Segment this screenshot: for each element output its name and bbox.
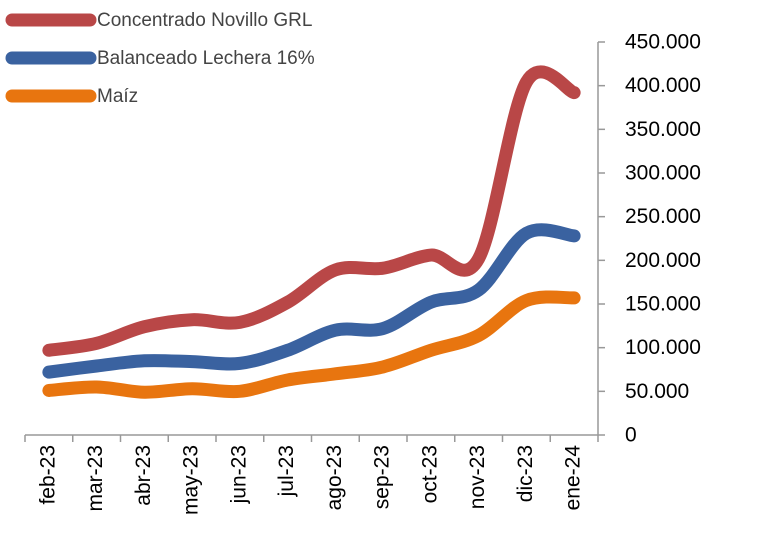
y-tick-label: 50.000	[625, 380, 689, 403]
y-tick-label: 350.000	[625, 118, 701, 141]
series-line	[42, 65, 581, 357]
legend-label: Maíz	[97, 86, 138, 107]
legend-label: Concentrado Novillo GRL	[97, 10, 312, 31]
x-tick-label: mar-23	[84, 445, 107, 512]
x-tick-label: abr-23	[132, 445, 155, 506]
series-line	[42, 223, 581, 379]
y-tick-label: 300.000	[625, 162, 701, 185]
legend-label: Balanceado Lechera 16%	[97, 48, 315, 69]
x-tick-label: nov-23	[466, 445, 489, 509]
y-tick-label: 150.000	[625, 293, 701, 316]
y-tick-label: 200.000	[625, 249, 701, 272]
x-tick-label: dic-23	[514, 445, 537, 502]
x-tick-label: jul-23	[275, 445, 298, 497]
x-tick-label: jun-23	[227, 445, 250, 504]
y-tick-label: 100.000	[625, 336, 701, 359]
x-tick-label: may-23	[180, 445, 203, 515]
x-tick-label: oct-23	[418, 445, 441, 503]
x-tick-label: feb-23	[36, 445, 59, 505]
x-tick-label: ene-24	[562, 445, 585, 511]
y-tick-label: 450.000	[625, 31, 701, 54]
y-tick-label: 250.000	[625, 205, 701, 228]
legend: Concentrado Novillo GRL Balanceado Lecher…	[5, 10, 315, 107]
y-tick-label: 0	[625, 424, 637, 447]
x-tick-label: ago-23	[323, 445, 346, 510]
y-tick-label: 400.000	[625, 74, 701, 97]
x-tick-label: sep-23	[371, 445, 394, 509]
series-line	[42, 290, 581, 399]
